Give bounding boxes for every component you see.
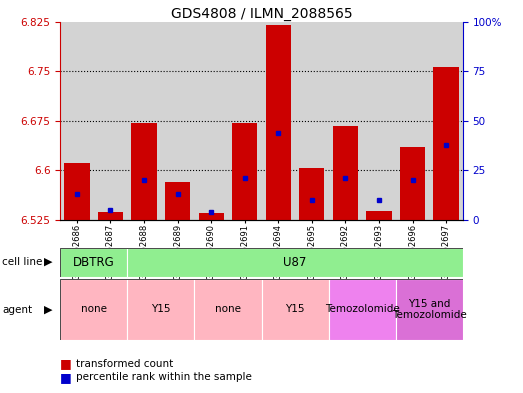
Bar — [400, 147, 425, 220]
Bar — [94, 22, 127, 220]
Text: ■: ■ — [60, 357, 72, 370]
Text: none: none — [215, 305, 241, 314]
Bar — [232, 123, 257, 220]
Bar — [161, 22, 195, 220]
Bar — [165, 182, 190, 220]
Bar — [295, 22, 328, 220]
Bar — [127, 248, 463, 277]
Bar — [262, 279, 328, 340]
Bar — [299, 169, 324, 220]
Text: none: none — [81, 305, 107, 314]
Bar — [396, 279, 463, 340]
Bar — [228, 22, 262, 220]
Bar — [127, 22, 161, 220]
Bar — [195, 22, 228, 220]
Text: DBTRG: DBTRG — [73, 256, 115, 269]
Bar — [396, 22, 429, 220]
Text: ▶: ▶ — [44, 257, 53, 267]
Text: Y15 and
Temozolomide: Y15 and Temozolomide — [392, 299, 467, 320]
Bar — [64, 163, 89, 220]
Bar — [199, 213, 224, 220]
Text: Y15: Y15 — [151, 305, 170, 314]
Text: cell line: cell line — [2, 257, 42, 267]
Bar — [328, 279, 396, 340]
Text: ▶: ▶ — [44, 305, 53, 315]
Bar — [262, 22, 295, 220]
Bar — [333, 126, 358, 220]
Text: ■: ■ — [60, 371, 72, 384]
Title: GDS4808 / ILMN_2088565: GDS4808 / ILMN_2088565 — [170, 7, 353, 20]
Text: U87: U87 — [283, 256, 307, 269]
Text: percentile rank within the sample: percentile rank within the sample — [76, 372, 252, 382]
Bar — [60, 279, 127, 340]
Text: transformed count: transformed count — [76, 358, 173, 369]
Bar — [266, 25, 291, 220]
Bar — [434, 66, 459, 220]
Bar — [60, 22, 94, 220]
Bar — [60, 248, 127, 277]
Text: agent: agent — [2, 305, 32, 315]
Bar — [98, 212, 123, 220]
Bar — [362, 22, 396, 220]
Bar — [127, 279, 195, 340]
Bar — [131, 123, 156, 220]
Bar — [328, 22, 362, 220]
Text: Y15: Y15 — [286, 305, 305, 314]
Text: Temozolomide: Temozolomide — [325, 305, 400, 314]
Bar — [195, 279, 262, 340]
Bar — [429, 22, 463, 220]
Bar — [367, 211, 392, 220]
